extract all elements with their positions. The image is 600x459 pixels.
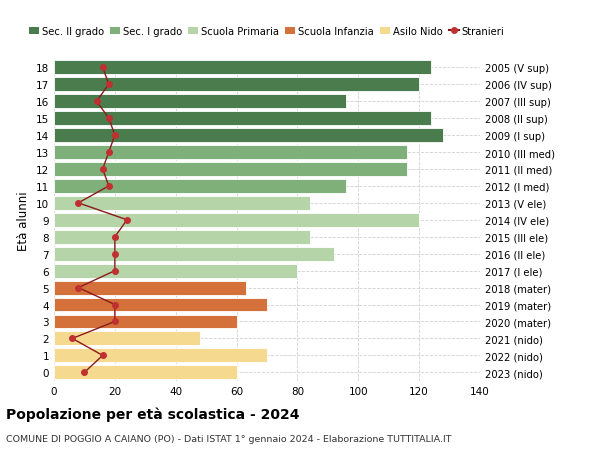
Bar	[54, 162, 407, 177]
Bar	[54, 315, 236, 329]
Bar	[54, 61, 431, 75]
Bar	[54, 213, 419, 227]
Y-axis label: Età alunni: Età alunni	[17, 190, 31, 250]
Text: Popolazione per età scolastica - 2024: Popolazione per età scolastica - 2024	[6, 406, 299, 421]
Bar	[54, 230, 310, 244]
Bar	[54, 95, 346, 109]
Bar	[54, 112, 431, 126]
Text: COMUNE DI POGGIO A CAIANO (PO) - Dati ISTAT 1° gennaio 2024 - Elaborazione TUTTI: COMUNE DI POGGIO A CAIANO (PO) - Dati IS…	[6, 434, 452, 443]
Bar	[54, 264, 298, 278]
Bar	[54, 281, 246, 295]
Bar	[54, 78, 419, 92]
Bar	[54, 365, 236, 380]
Bar	[54, 298, 267, 312]
Bar	[54, 247, 334, 261]
Legend: Sec. II grado, Sec. I grado, Scuola Primaria, Scuola Infanzia, Asilo Nido, Stran: Sec. II grado, Sec. I grado, Scuola Prim…	[25, 23, 509, 41]
Bar	[54, 146, 407, 160]
Bar	[54, 332, 200, 346]
Bar	[54, 196, 310, 210]
Bar	[54, 129, 443, 143]
Bar	[54, 349, 267, 363]
Bar	[54, 179, 346, 193]
